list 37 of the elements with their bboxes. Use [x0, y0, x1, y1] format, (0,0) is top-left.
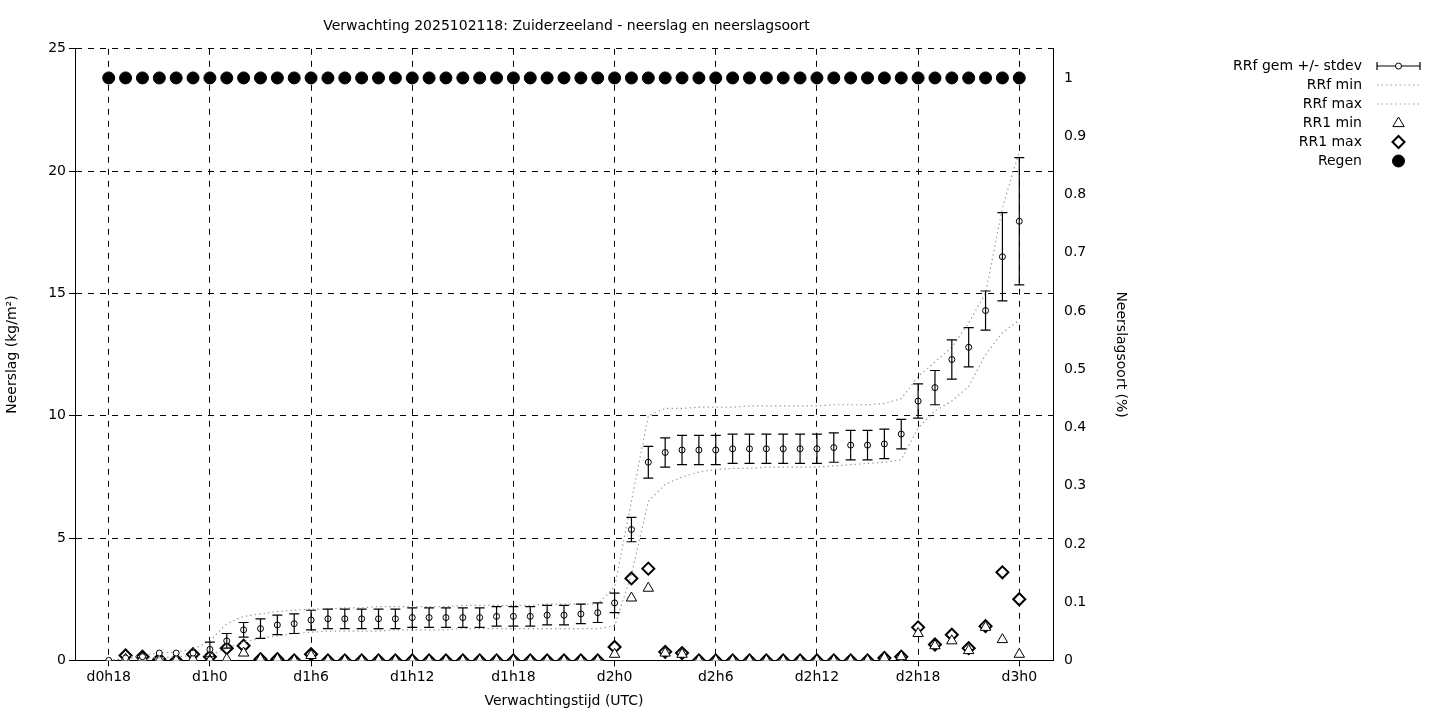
- legend-label: RR1 min: [1302, 113, 1362, 130]
- y-tick-label: 10: [48, 406, 66, 423]
- legend-label: RRf min: [1306, 75, 1362, 92]
- x-axis-title: Verwachtingstijd (UTC): [484, 692, 644, 709]
- y2-tick-label: 0.5: [1064, 359, 1087, 376]
- y2-tick-label: 0.3: [1064, 476, 1087, 493]
- x-tick-label: d2h18: [895, 668, 941, 685]
- x-tick-label: d1h6: [293, 668, 329, 685]
- x-tick-label: d2h6: [697, 668, 734, 685]
- y2-tick-label: 0.4: [1064, 418, 1087, 435]
- y2-axis-title: Neerslagsoort (%): [1113, 291, 1130, 418]
- legend-label: RRf max: [1302, 94, 1362, 111]
- y2-tick-label: 1: [1064, 68, 1073, 85]
- y2-tick-label: 0.8: [1064, 185, 1087, 202]
- y2-tick-label: 0: [1064, 651, 1073, 668]
- x-tick-label: d1h12: [390, 668, 435, 685]
- y2-tick-label: 0.1: [1064, 592, 1087, 609]
- x-tick-label: d0h18: [86, 668, 131, 685]
- y-tick-label: 20: [48, 161, 66, 178]
- y2-tick-label: 0.9: [1064, 126, 1087, 143]
- x-tick-label: d3h0: [1001, 668, 1038, 685]
- y-tick-label: 25: [48, 39, 66, 56]
- y2-tick-label: 0.7: [1064, 243, 1087, 260]
- x-tick-label: d2h12: [794, 668, 840, 685]
- y2-tick-label: 0.6: [1064, 301, 1087, 318]
- x-tick-label: d1h18: [491, 668, 536, 685]
- y-tick-label: 0: [57, 651, 66, 668]
- y-axis-title: Neerslag (kg/m²): [3, 295, 20, 414]
- y2-tick-label: 0.2: [1064, 534, 1087, 551]
- y-tick-label: 5: [57, 528, 66, 545]
- y-tick-label: 15: [48, 284, 66, 301]
- legend-label: RR1 max: [1298, 132, 1362, 149]
- legend-label: Regen: [1317, 151, 1362, 168]
- chart-title: Verwachting 2025102118: Zuiderzeeland - neerslag en neerslagsoort: [323, 17, 811, 34]
- x-tick-label: d1h0: [192, 668, 228, 685]
- legend-label: RRf gem +/- stdev: [1233, 56, 1362, 73]
- x-tick-label: d2h0: [596, 668, 633, 685]
